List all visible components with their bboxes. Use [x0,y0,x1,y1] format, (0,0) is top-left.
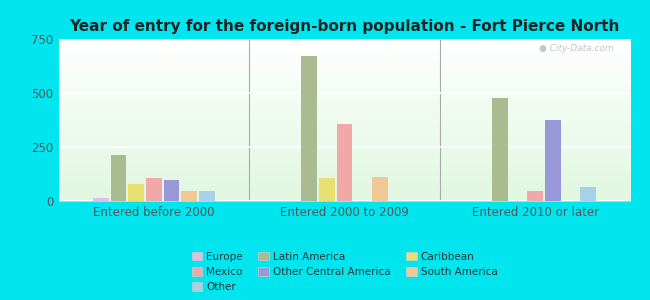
Bar [580,187,596,201]
Bar [146,178,162,201]
Bar [181,191,197,201]
Bar [93,198,109,201]
Title: Year of entry for the foreign-born population - Fort Pierce North: Year of entry for the foreign-born popul… [70,19,619,34]
Bar [111,154,126,201]
Bar [164,181,179,201]
Bar [128,184,144,201]
Bar [527,191,543,201]
Bar [545,120,561,201]
Bar [372,177,387,201]
Bar [492,98,508,201]
Bar [302,56,317,201]
Bar [319,178,335,201]
Bar [199,191,215,201]
Text: ● City-Data.com: ● City-Data.com [539,44,614,53]
Bar [337,124,352,201]
Legend: Europe, Mexico, Other, Latin America, Other Central America, Caribbean, South Am: Europe, Mexico, Other, Latin America, Ot… [192,252,497,292]
